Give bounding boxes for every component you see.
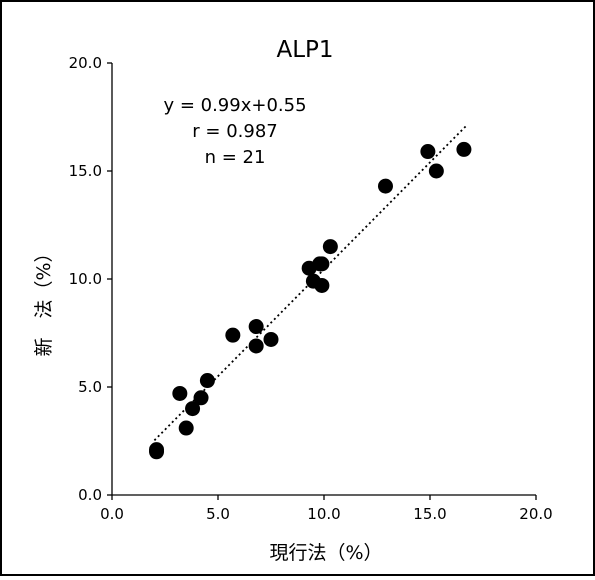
data-point (314, 277, 330, 293)
sample-count: n = 21 (205, 147, 266, 168)
data-point (420, 144, 436, 160)
x-tick-label: 5.0 (206, 505, 230, 523)
data-point (322, 239, 338, 255)
y-tick-label: 5.0 (78, 378, 102, 396)
y-tick-label: 0.0 (78, 486, 102, 504)
x-tick-label: 0.0 (100, 505, 124, 523)
regression-equation: y = 0.99x+0.55 (163, 95, 306, 116)
chart-title: ALP1 (276, 37, 333, 63)
data-points (149, 141, 472, 460)
x-tick-label: 10.0 (307, 505, 340, 523)
data-point (199, 373, 215, 389)
x-tick-label: 15.0 (413, 505, 446, 523)
data-point (248, 319, 264, 335)
x-axis-title: 現行法（%） (269, 542, 382, 564)
data-point (377, 178, 393, 194)
data-point (225, 327, 241, 343)
data-point (149, 442, 165, 458)
y-axis-title: 新 法（%） (33, 243, 55, 356)
data-point (172, 385, 188, 401)
correlation-coefficient: r = 0.987 (192, 121, 277, 142)
data-point (314, 256, 330, 272)
data-point (193, 390, 209, 406)
y-tick-label: 10.0 (69, 270, 102, 288)
y-tick-label: 20.0 (69, 54, 102, 72)
y-tick-label: 15.0 (69, 162, 102, 180)
x-tick-label: 20.0 (519, 505, 552, 523)
axis-tick-labels: 0.0 5.0 10.0 15.0 20.0 0.0 5.0 10.0 15.0 20.0 (69, 54, 553, 523)
data-point (185, 401, 201, 417)
data-point (263, 331, 279, 347)
data-point (456, 141, 472, 157)
axis-ticks (107, 62, 537, 500)
data-point (178, 420, 194, 436)
data-point (248, 338, 264, 354)
data-point (428, 163, 444, 179)
